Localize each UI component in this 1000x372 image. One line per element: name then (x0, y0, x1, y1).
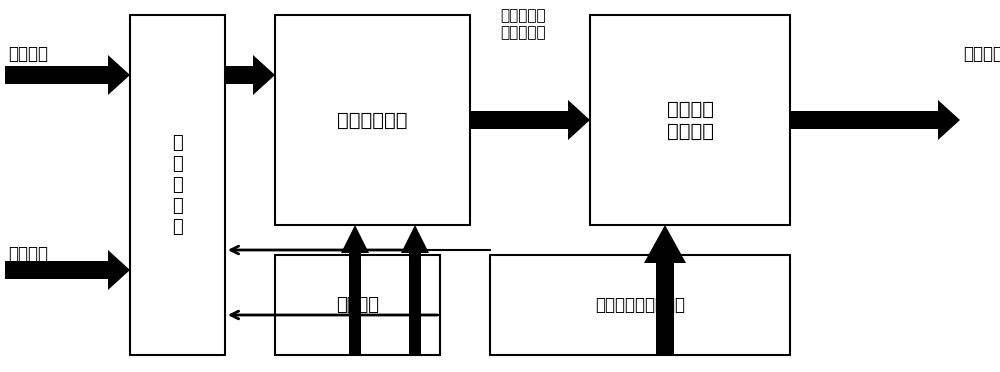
Bar (656, 263, 674, 355)
Bar (470, 111, 568, 129)
Bar (275, 15, 470, 225)
Text: 电流数字量
电压数字量: 电流数字量 电压数字量 (500, 8, 546, 41)
Text: 模数转换模块: 模数转换模块 (337, 110, 408, 129)
Text: 计量参量: 计量参量 (963, 45, 1000, 63)
Text: 数字信号
处理模块: 数字信号 处理模块 (666, 99, 714, 141)
Polygon shape (108, 55, 130, 95)
Polygon shape (341, 225, 369, 253)
Bar (790, 111, 938, 129)
Polygon shape (401, 225, 429, 253)
Text: 电压信号: 电压信号 (8, 245, 48, 263)
Bar (5, 66, 108, 84)
Polygon shape (253, 55, 275, 95)
Text: 滤
波
器
模
块: 滤 波 器 模 块 (172, 134, 183, 235)
Bar (349, 253, 361, 355)
Polygon shape (644, 225, 686, 263)
Bar (490, 255, 790, 355)
Bar (409, 253, 421, 355)
Bar (275, 255, 440, 355)
Polygon shape (108, 250, 130, 290)
Bar (590, 15, 790, 225)
Text: 基准模块: 基准模块 (336, 296, 379, 314)
Text: 电流信号: 电流信号 (8, 45, 48, 63)
Bar (130, 15, 225, 355)
Bar (225, 66, 253, 84)
Text: 时钟与频率转换模块: 时钟与频率转换模块 (595, 296, 685, 314)
Polygon shape (568, 100, 590, 140)
Bar (5, 261, 108, 279)
Polygon shape (938, 100, 960, 140)
